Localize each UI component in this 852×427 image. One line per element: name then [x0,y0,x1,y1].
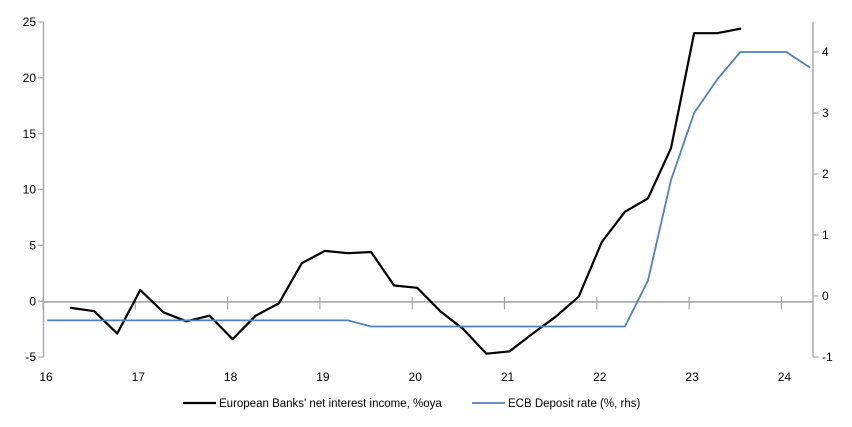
right-axis-tick-label: 1 [822,228,829,242]
x-axis-tick-label: 22 [593,370,607,384]
x-axis-tick-label: 23 [685,370,699,384]
x-axis-tick-label: 19 [316,370,330,384]
right-axis-tick-label: 2 [822,167,829,181]
left-axis-tick-label: 0 [29,294,36,308]
x-axis-tick-label: 17 [132,370,146,384]
legend-label-ecb-deposit-rate: ECB Deposit rate (%, rhs) [508,398,640,410]
right-axis-tick-label: 0 [822,289,829,303]
x-axis-tick-label: 20 [409,370,423,384]
right-axis-tick-label: 4 [822,45,829,59]
series-lines-layer [47,27,811,355]
x-axis-tick-label: 21 [501,370,515,384]
left-axis-tick-label: 15 [23,127,37,141]
legend: European Banks' net interest income, %oy… [183,398,640,410]
x-axis-tick-label: 24 [778,370,792,384]
left-axis-tick-label: 20 [23,71,37,85]
left-axis-tick-label: 25 [23,15,37,29]
series-line-net-interest-income [69,27,742,355]
right-axis-tick-label: 3 [822,106,829,120]
left-axis-tick-label: 10 [23,183,37,197]
right-axis-tick-label: -1 [822,350,833,364]
x-axis-tick-label: 16 [39,370,53,384]
series-line-ecb-deposit-rate [47,51,811,328]
left-axis-tick-label: -5 [25,350,36,364]
x-axis-tick-label: 18 [224,370,238,384]
left-axis-tick-label: 5 [29,239,36,253]
legend-label-net-interest-income: European Banks' net interest income, %oy… [219,398,442,410]
axes-layer [38,21,819,358]
